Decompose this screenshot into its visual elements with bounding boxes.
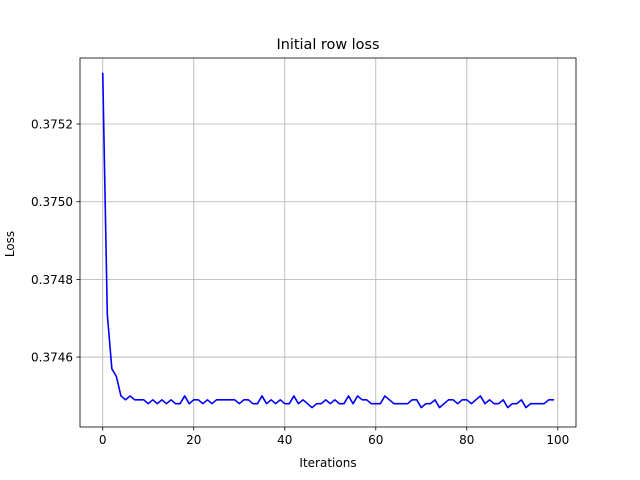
x-tick-label: 20 — [186, 433, 201, 447]
x-axis-label: Iterations — [299, 456, 356, 470]
x-tick-label: 0 — [99, 433, 107, 447]
x-tick-label: 40 — [277, 433, 292, 447]
y-tick-label: 0.3750 — [31, 195, 73, 209]
chart-title: Initial row loss — [277, 37, 380, 53]
x-tick-label: 100 — [546, 433, 569, 447]
plot-area-frame — [79, 57, 577, 428]
x-tick-label: 60 — [368, 433, 383, 447]
x-tick-label: 80 — [459, 433, 474, 447]
x-axis-ticks: 0 20 40 60 80 100 — [99, 427, 569, 447]
y-tick-label: 0.3752 — [31, 118, 73, 132]
grid-lines — [80, 58, 576, 427]
series-group — [101, 72, 555, 409]
y-axis-label: Loss — [3, 231, 17, 257]
y-tick-label: 0.3748 — [31, 273, 73, 287]
y-axis-ticks: 0.3746 0.3748 0.3750 0.3752 — [31, 118, 80, 365]
y-tick-label: 0.3746 — [31, 351, 73, 365]
series-line — [101, 72, 555, 409]
